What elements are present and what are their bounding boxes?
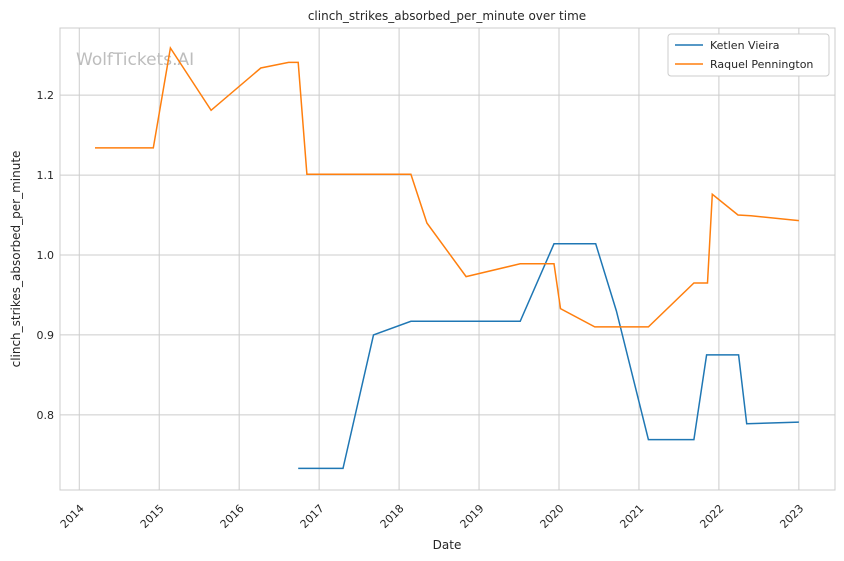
- x-tick-label: 2016: [218, 502, 247, 531]
- grid: [60, 28, 835, 490]
- x-tick-label: 2015: [138, 502, 167, 531]
- y-tick-label: 0.9: [37, 329, 55, 342]
- watermark: WolfTickets.AI: [76, 50, 194, 70]
- y-tick-label: 0.8: [37, 409, 55, 422]
- x-tick-label: 2022: [697, 502, 726, 531]
- x-tick-label: 2018: [378, 502, 407, 531]
- y-tick-label: 1.0: [37, 249, 55, 262]
- series-line-ketlen-vieira: [298, 243, 799, 470]
- x-tick-label: 2023: [777, 502, 806, 531]
- x-tick-labels: 2014 2015 2016 2017 2018 2019 2020 2021 2022 2023: [58, 502, 807, 531]
- plot-frame: [59, 27, 836, 491]
- legend-label-ketlen-vieira: Ketlen Vieira: [710, 39, 779, 52]
- series-lines: [95, 45, 799, 470]
- x-axis-label: Date: [433, 538, 462, 552]
- legend-box: [667, 33, 830, 77]
- x-tick-label: 2021: [617, 502, 646, 531]
- legend: Ketlen Vieira Raquel Pennington: [667, 33, 830, 77]
- x-tick-label: 2020: [538, 502, 567, 531]
- y-tick-label: 1.1: [37, 169, 55, 182]
- y-tick-label: 1.2: [37, 89, 55, 102]
- x-tick-label: 2017: [298, 502, 327, 531]
- x-tick-label: 2014: [58, 502, 87, 531]
- y-tick-labels: 0.8 0.9 1.0 1.1 1.2: [37, 89, 55, 422]
- y-axis-label: clinch_strikes_absorbed_per_minute: [9, 151, 23, 368]
- x-tick-label: 2019: [458, 502, 487, 531]
- series-line-raquel-pennington: [95, 45, 799, 328]
- chart-title: clinch_strikes_absorbed_per_minute over …: [308, 9, 586, 23]
- legend-label-raquel-pennington: Raquel Pennington: [710, 58, 813, 71]
